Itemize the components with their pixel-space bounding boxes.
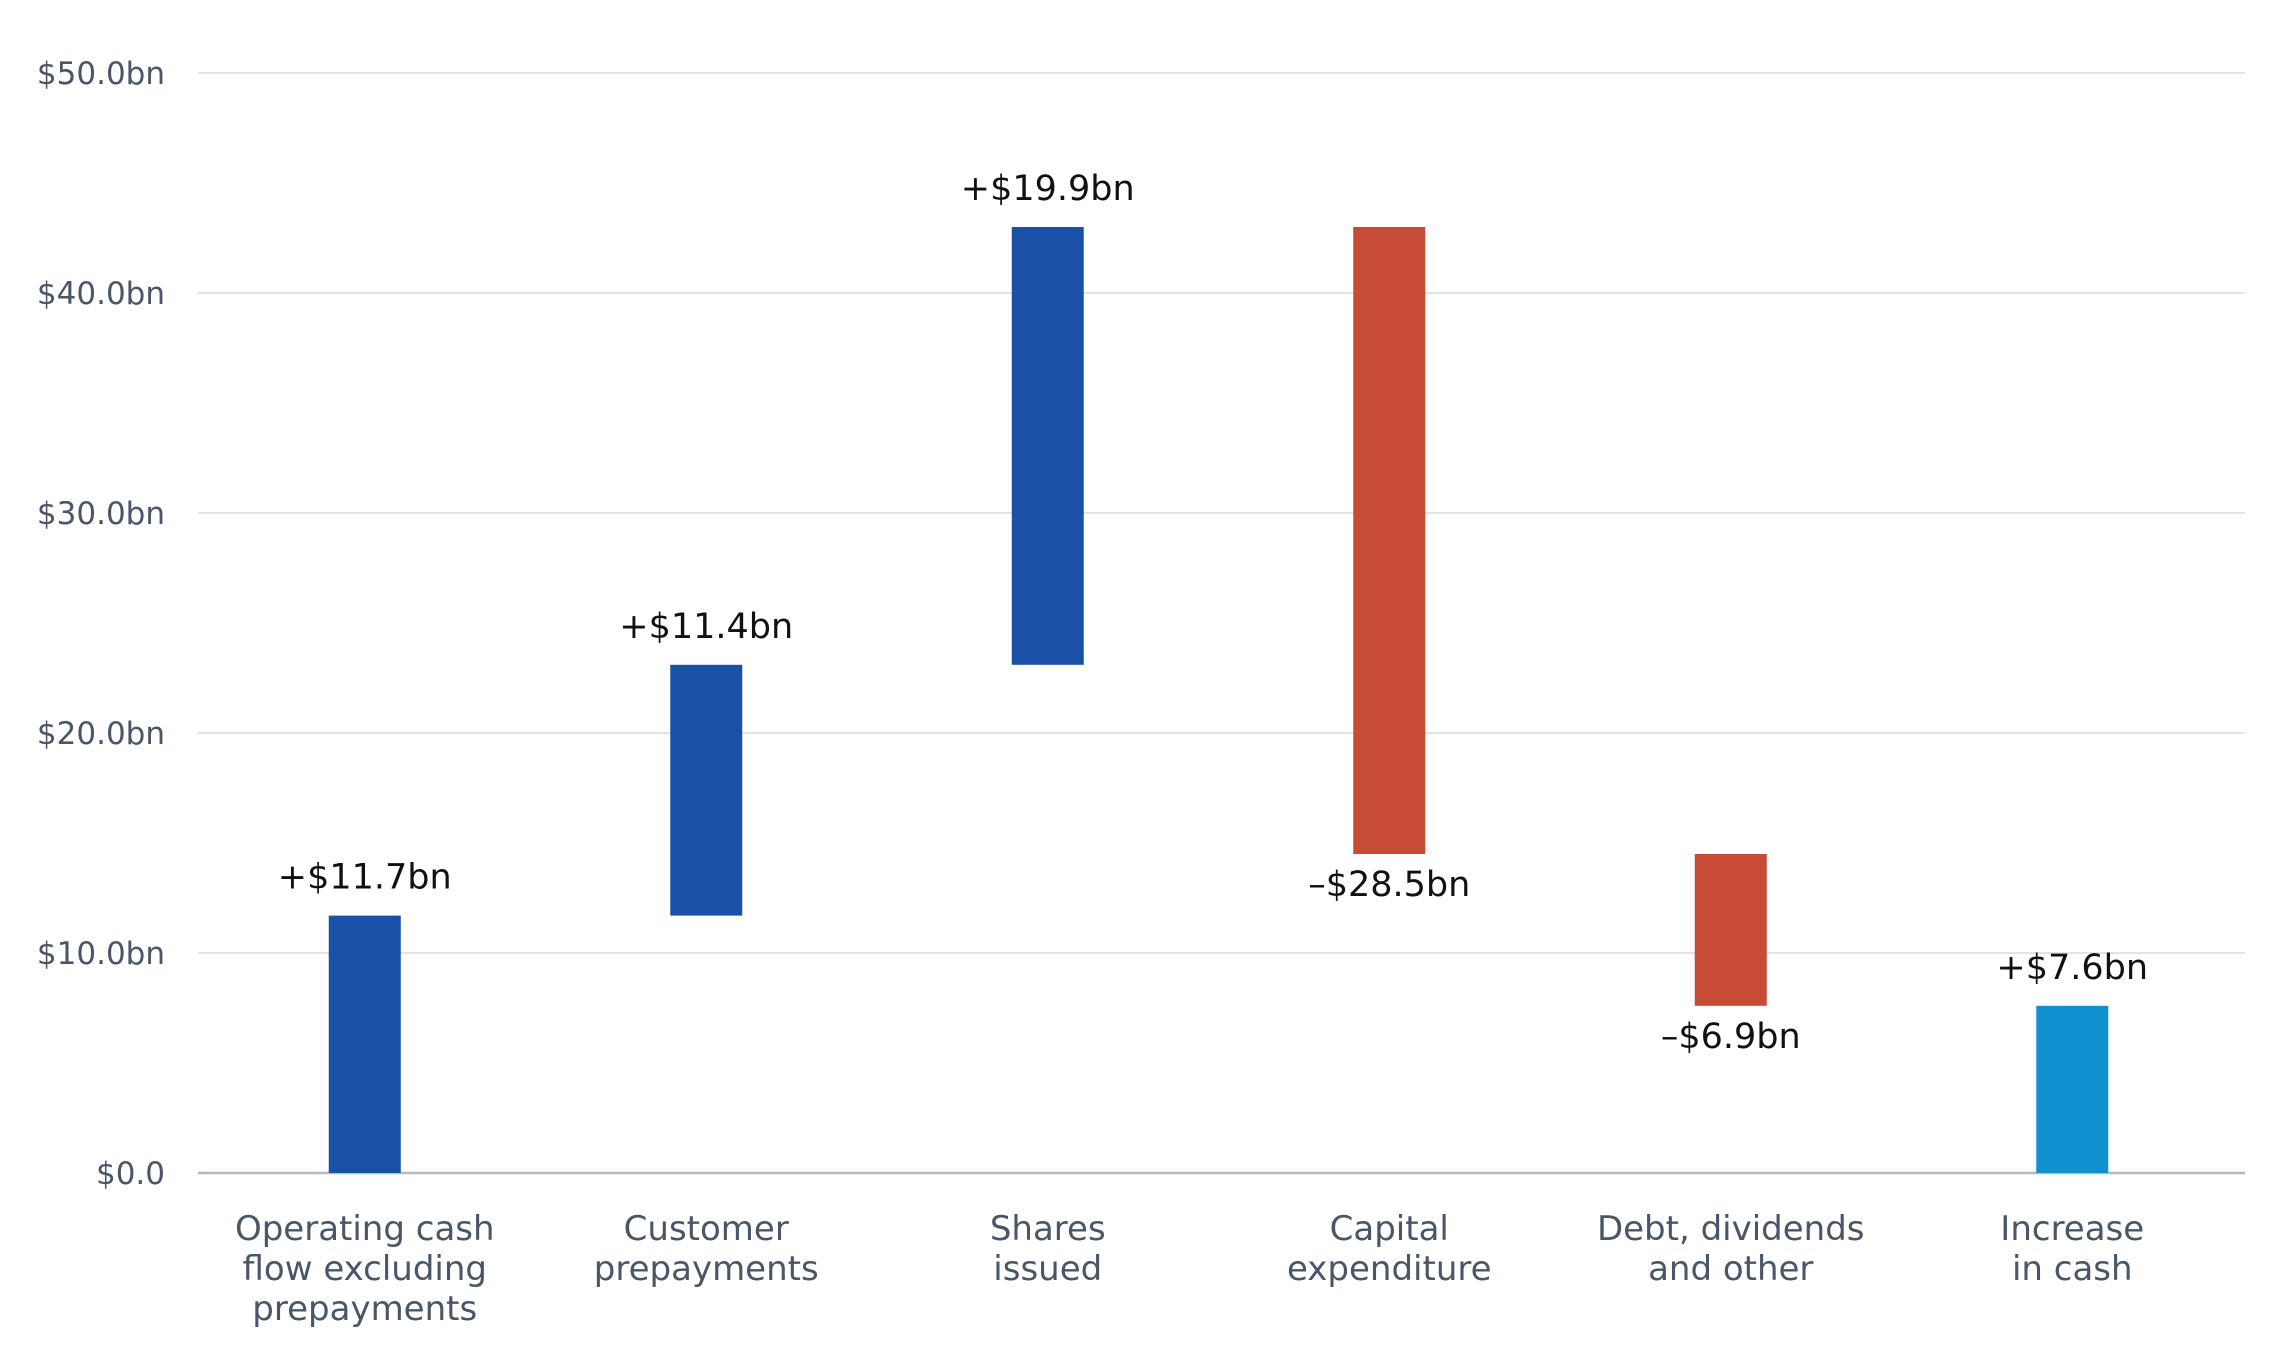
x-category-label: and other <box>1648 1249 1813 1289</box>
data-label: –$28.5bn <box>1308 865 1470 905</box>
x-category-label: expenditure <box>1287 1249 1492 1289</box>
x-category-label: in cash <box>2012 1249 2133 1289</box>
x-category-label: prepayments <box>594 1249 819 1289</box>
data-label: +$11.7bn <box>278 858 452 898</box>
y-tick-label: $50.0bn <box>37 56 165 92</box>
x-category-label: prepayments <box>252 1289 477 1329</box>
data-labels: +$11.7bn +$11.4bn +$19.9bn –$28.5bn –$6.9bn +… <box>278 169 2148 1057</box>
y-tick-label: $0.0 <box>96 1156 165 1192</box>
bar-total <box>2036 1005 2109 1173</box>
y-tick-label: $20.0bn <box>37 716 165 752</box>
x-category-label: Increase <box>2000 1209 2144 1249</box>
data-label: –$6.9bn <box>1661 1017 1801 1057</box>
x-category-label: flow excluding <box>242 1249 487 1289</box>
data-label: +$7.6bn <box>1996 948 2148 988</box>
y-tick-label: $40.0bn <box>37 276 165 312</box>
y-axis-ticks: $0.0 $10.0bn $20.0bn $30.0bn $40.0bn $50.0bn <box>37 56 165 1192</box>
bar-decrease <box>1353 227 1426 854</box>
y-tick-label: $30.0bn <box>37 496 165 532</box>
y-tick-label: $10.0bn <box>37 936 165 972</box>
bars <box>328 227 2109 1173</box>
data-label: +$11.4bn <box>619 607 793 647</box>
x-category-label: Shares <box>990 1209 1106 1249</box>
bar-increase <box>670 664 743 916</box>
bar-increase <box>328 915 401 1173</box>
gridlines <box>198 72 2245 1175</box>
x-category-label: Debt, dividends <box>1597 1209 1865 1249</box>
bar-decrease <box>1694 854 1767 1006</box>
x-category-label: issued <box>993 1249 1102 1289</box>
x-category-label: Operating cash <box>235 1209 495 1249</box>
data-label: +$19.9bn <box>961 169 1135 209</box>
x-category-label: Customer <box>624 1209 789 1249</box>
x-category-label: Capital <box>1330 1209 1449 1249</box>
bar-increase <box>1011 227 1084 665</box>
